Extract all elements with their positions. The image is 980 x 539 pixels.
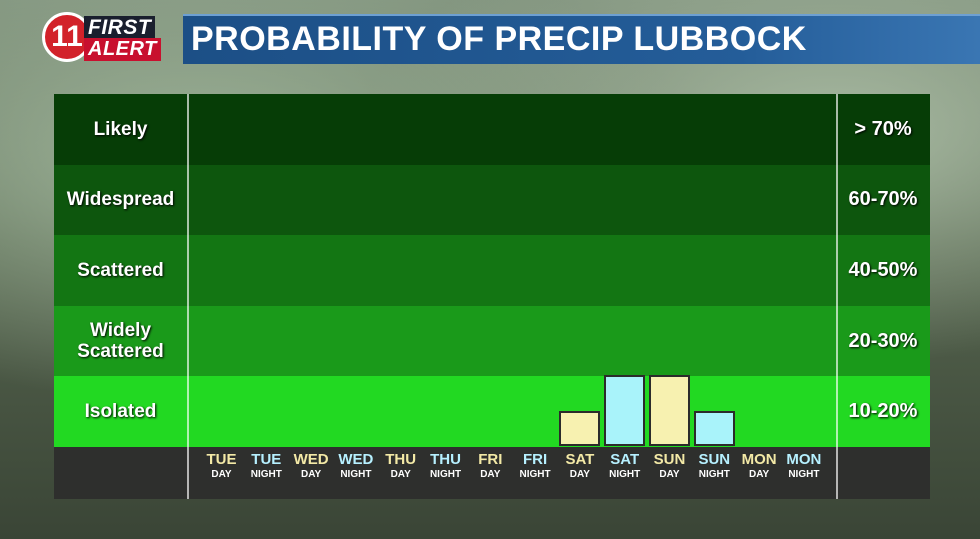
- x-tick-label: MON NIGHT: [781, 452, 826, 482]
- tick-day: THU: [385, 451, 417, 468]
- tick-day: SUN: [653, 451, 686, 468]
- left-divider: [187, 94, 189, 499]
- band-label: Widespread: [66, 189, 175, 211]
- right-divider: [836, 94, 838, 499]
- tick-day: FRI: [523, 451, 548, 468]
- band-scattered: [54, 235, 930, 307]
- band-likely: [54, 94, 930, 165]
- bar-sun-night: [693, 410, 735, 446]
- x-tick-label: WED DAY: [289, 452, 334, 482]
- tick-period: NIGHT: [788, 469, 820, 480]
- tick-period: DAY: [480, 469, 501, 480]
- x-axis-row: [54, 447, 930, 499]
- tick-day: WED: [293, 451, 329, 468]
- tick-period: NIGHT: [609, 469, 641, 480]
- band-percent-range: 60-70%: [848, 188, 918, 211]
- x-tick-label: SUN NIGHT: [692, 452, 737, 482]
- band-label: Widely Scattered: [77, 320, 164, 363]
- tick-period: DAY: [569, 469, 590, 480]
- band-percent-range: 40-50%: [848, 258, 918, 281]
- title-bar: PROBABILITY OF PRECIP LUBBOCK: [183, 14, 980, 64]
- tick-day: SUN: [698, 451, 731, 468]
- bar-sun-day: [649, 375, 690, 446]
- tick-day: MON: [786, 451, 822, 468]
- x-tick-label: MON DAY: [737, 452, 782, 482]
- band-widely-scattered: [54, 305, 930, 377]
- band-label: Isolated: [84, 401, 157, 423]
- band-isolated: [54, 376, 930, 448]
- band-widespread: [54, 164, 930, 236]
- x-tick-label: TUE NIGHT: [244, 452, 289, 482]
- tick-period: DAY: [211, 469, 232, 480]
- tick-period: NIGHT: [250, 469, 282, 480]
- tick-period: DAY: [300, 469, 322, 480]
- bar-sat-day: [559, 410, 601, 446]
- page-title: PROBABILITY OF PRECIP LUBBOCK: [191, 20, 807, 58]
- x-tick-label: SUN DAY: [647, 452, 692, 482]
- channel-11-badge: 11: [42, 12, 92, 62]
- x-tick-label: TUE DAY: [199, 452, 244, 482]
- x-tick-label: WED NIGHT: [333, 452, 378, 482]
- tick-period: NIGHT: [429, 469, 462, 480]
- x-tick-label: SAT DAY: [557, 452, 602, 482]
- tick-day: FRI: [478, 451, 503, 468]
- tick-period: DAY: [748, 469, 770, 480]
- x-tick-label: FRI DAY: [468, 452, 513, 482]
- tick-period: NIGHT: [340, 469, 372, 480]
- x-tick-label: THU DAY: [378, 452, 423, 482]
- first-alert-logo: 11 FIRST ALERT: [42, 12, 172, 64]
- tick-period: NIGHT: [519, 469, 551, 480]
- logo-alert-text: ALERT: [84, 38, 161, 61]
- logo-first-text: FIRST: [84, 16, 156, 40]
- x-tick-label: THU NIGHT: [423, 452, 468, 482]
- tick-day: TUE: [206, 451, 237, 468]
- bar-sat-night: [604, 375, 646, 446]
- tick-period: DAY: [390, 469, 411, 480]
- x-tick-label: SAT NIGHT: [602, 452, 647, 482]
- tick-day: THU: [430, 451, 461, 468]
- tick-day: TUE: [251, 451, 282, 468]
- band-label: Likely: [93, 118, 148, 140]
- tick-period: NIGHT: [698, 469, 730, 480]
- tick-period: DAY: [659, 469, 680, 480]
- band-percent-range: 20-30%: [848, 329, 918, 352]
- x-tick-label: FRI NIGHT: [513, 452, 558, 482]
- band-label: Scattered: [77, 259, 164, 281]
- band-percent-range: 10-20%: [848, 400, 918, 423]
- tick-day: SAT: [565, 451, 595, 468]
- tick-day: WED: [338, 451, 374, 468]
- tick-day: SAT: [610, 451, 640, 468]
- band-percent-range: > 70%: [854, 117, 912, 140]
- tick-day: MON: [741, 451, 777, 468]
